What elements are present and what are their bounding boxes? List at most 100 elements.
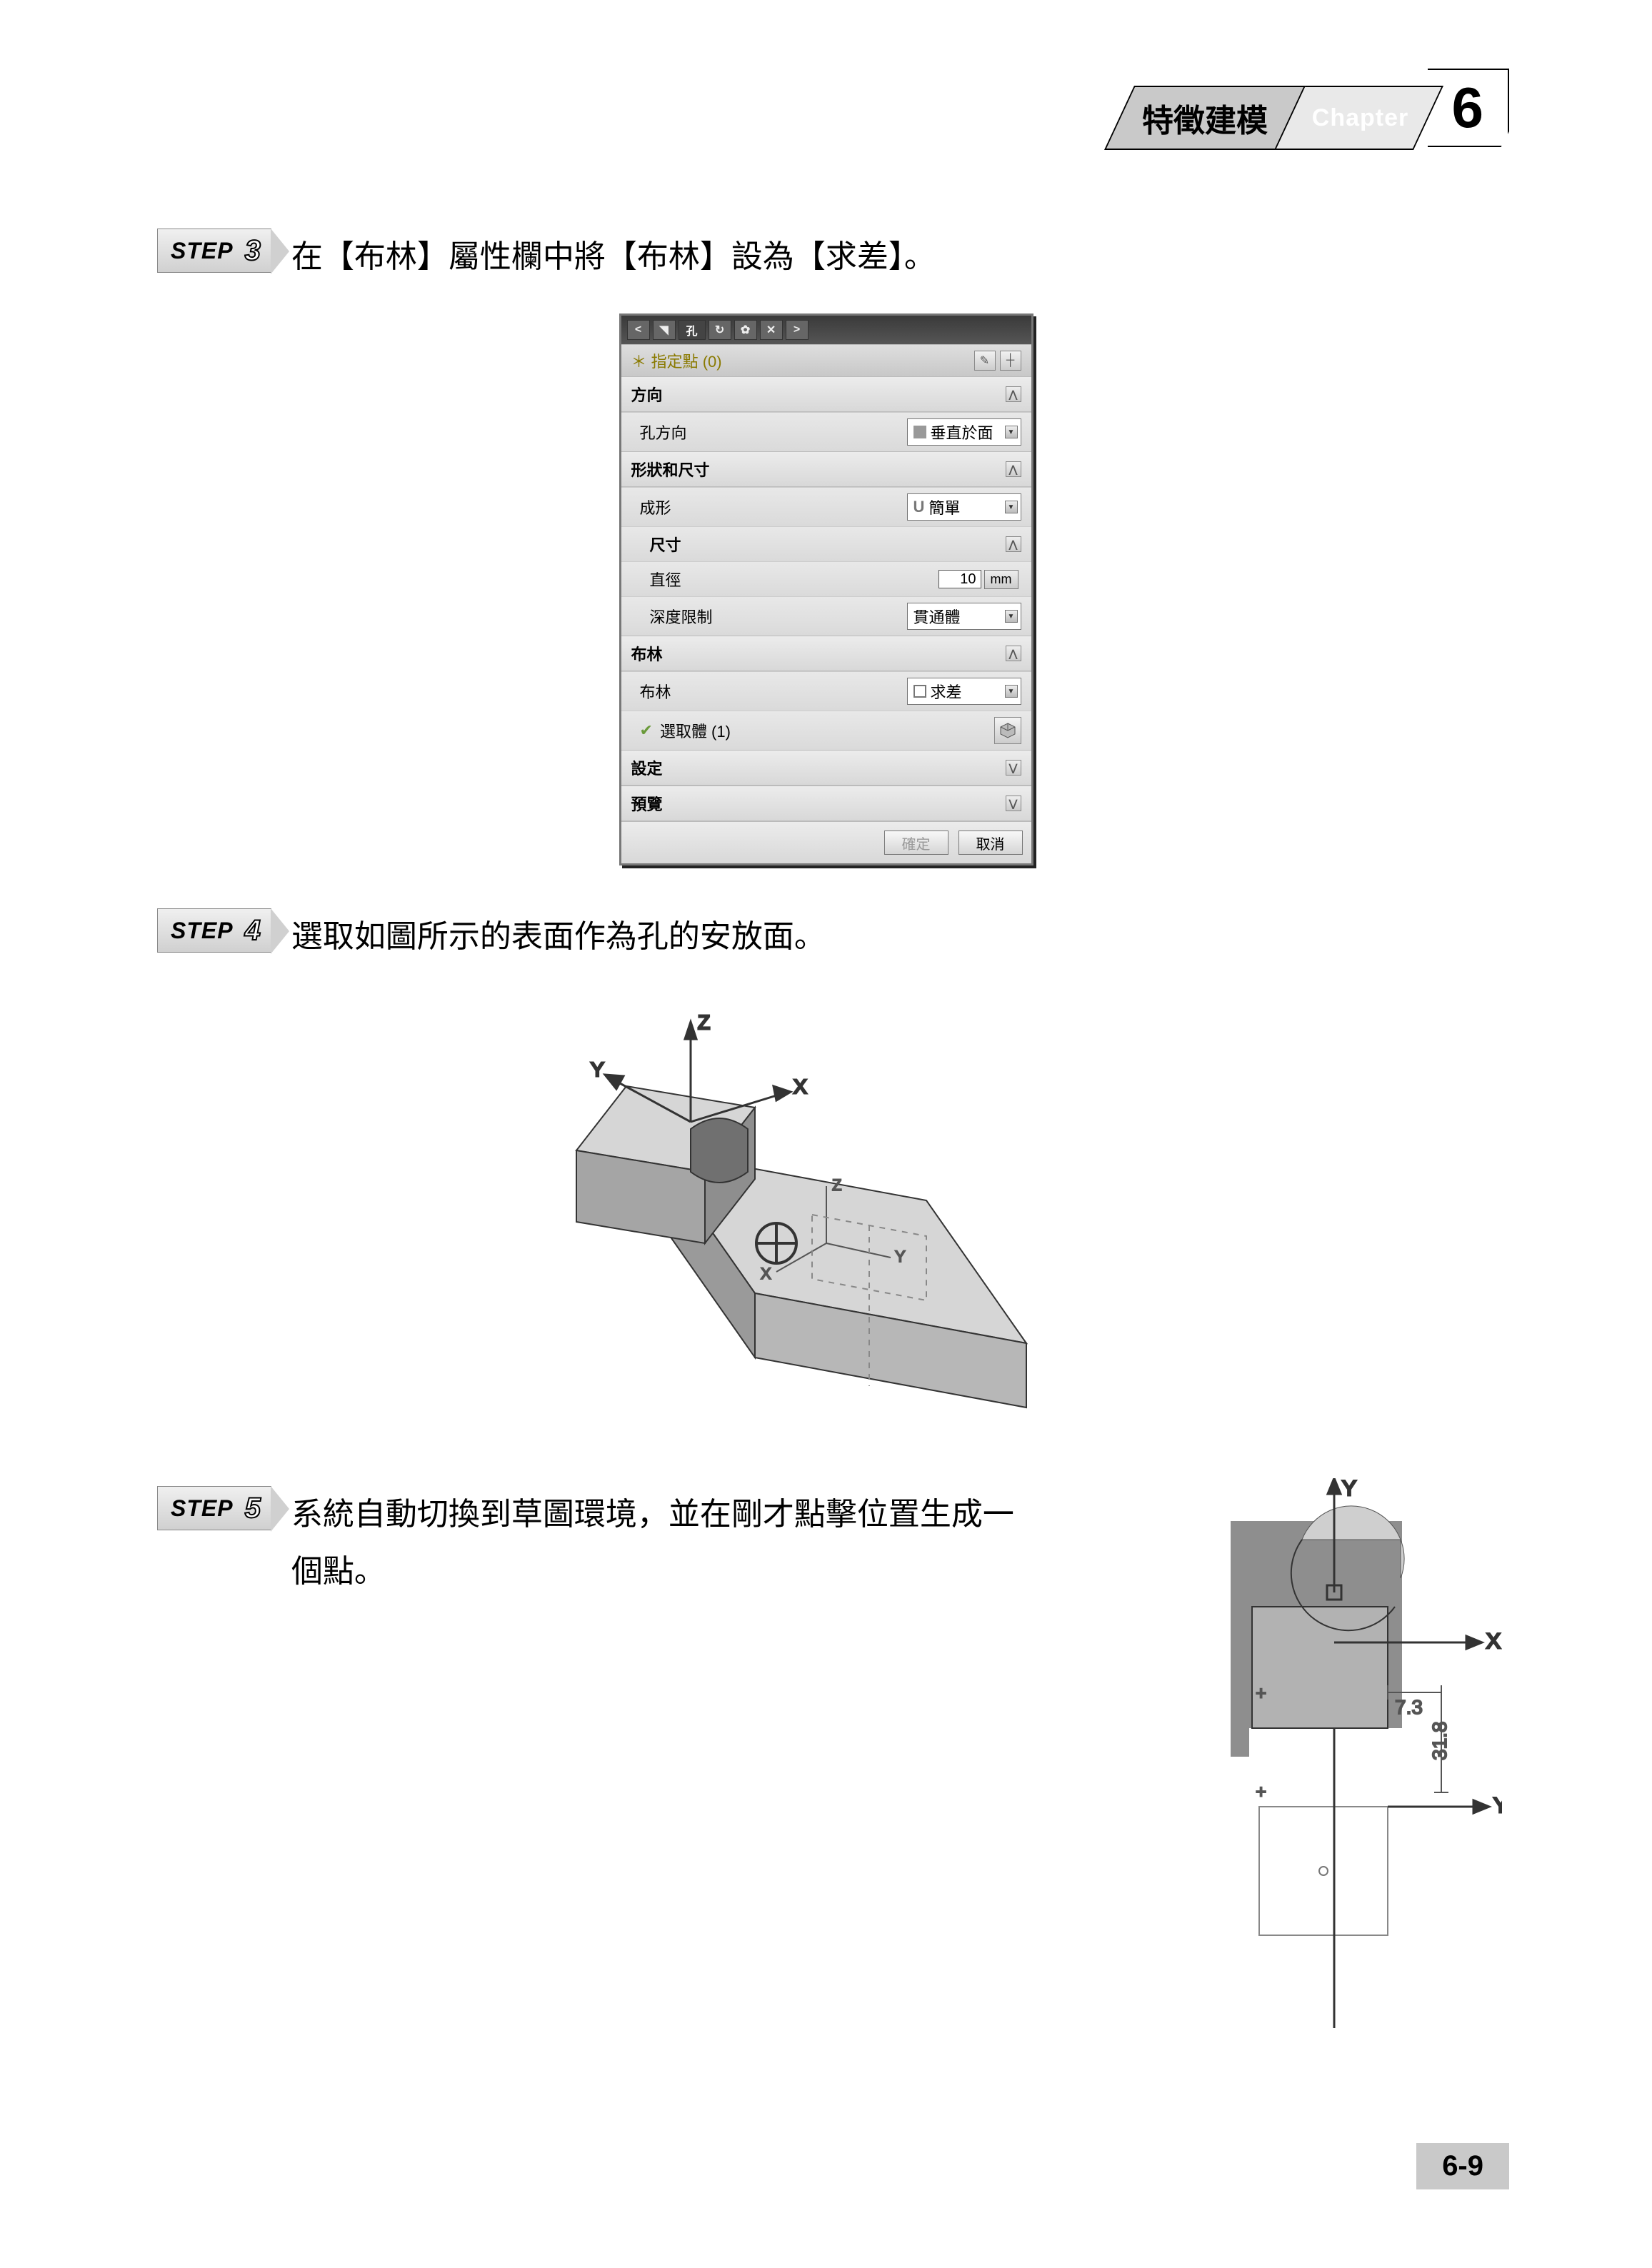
svg-text:X: X <box>761 1265 771 1283</box>
specify-point-label: ＊ 指定點 (0) <box>631 349 722 372</box>
step-4-text: 選取如圖所示的表面作為孔的安放面。 <box>291 908 826 965</box>
hole-direction-combo[interactable]: 垂直於面 <box>907 418 1021 446</box>
axis-y2-label: Y <box>1493 1794 1502 1817</box>
ok-button[interactable]: 確定 <box>884 831 948 855</box>
chevron-down-icon[interactable] <box>1005 685 1018 698</box>
cube-icon <box>999 722 1016 739</box>
subtract-icon <box>913 685 926 698</box>
axis-y-label: Y <box>591 1058 604 1080</box>
step-4-row: STEP 4 選取如圖所示的表面作為孔的安放面。 <box>157 908 1495 965</box>
chevron-down-icon[interactable] <box>1005 501 1018 513</box>
page-number: 6-9 <box>1416 2143 1509 2189</box>
simple-hole-icon: U <box>913 498 925 516</box>
size-label: 尺寸 <box>650 533 681 556</box>
chevron-down-icon[interactable] <box>1005 610 1018 623</box>
chapter-number: 6 <box>1428 69 1510 147</box>
step-badge: STEP 5 <box>157 1486 271 1530</box>
hole-direction-value: 垂直於面 <box>931 421 993 443</box>
expand-icon[interactable]: ⋁ <box>1006 760 1021 776</box>
diameter-row: 直徑 mm <box>621 561 1031 596</box>
titlebar-tool-icon[interactable]: ◥ <box>653 320 676 340</box>
expand-icon[interactable]: ⋁ <box>1006 796 1021 811</box>
axis-z-label: Z <box>698 1011 710 1033</box>
size-subsection[interactable]: 尺寸 ⋀ <box>621 526 1031 561</box>
sketch-figure: Y X Y 7.3 31.8 + + <box>1216 1478 1502 2035</box>
chapter-title-tab: 特徵建模 <box>1104 86 1306 150</box>
check-icon: ✔ <box>640 721 653 740</box>
diameter-input[interactable] <box>938 570 981 588</box>
axis-x-label: X <box>794 1075 807 1098</box>
boolean-label: 布林 <box>640 680 671 703</box>
direction-section-header[interactable]: 方向 ⋀ <box>621 376 1031 412</box>
depth-limit-row: 深度限制 貫通體 <box>621 596 1031 636</box>
chapter-label: Chapter <box>1312 104 1408 132</box>
isometric-model-figure: Z X Y Z Y X <box>555 986 1098 1443</box>
depth-limit-label: 深度限制 <box>650 605 713 628</box>
step-label: STEP <box>171 1495 234 1522</box>
boolean-value: 求差 <box>931 680 962 703</box>
direction-section-label: 方向 <box>631 383 663 406</box>
collapse-icon[interactable]: ⋀ <box>1006 461 1021 477</box>
step-number: 3 <box>245 235 261 267</box>
dim-7-3: 7.3 <box>1395 1696 1423 1718</box>
dialog-titlebar: < ◥ 孔 ↻ ✿ ✕ > <box>621 316 1031 344</box>
svg-text:+: + <box>1256 1682 1266 1704</box>
select-body-row: ✔ 選取體 (1) <box>621 711 1031 750</box>
collapse-icon[interactable]: ⋀ <box>1006 536 1021 552</box>
boolean-section-label: 布林 <box>631 642 663 665</box>
sketch-point-icon[interactable]: ✎ <box>974 351 996 371</box>
add-point-icon[interactable]: ┼ <box>1000 351 1021 371</box>
form-combo[interactable]: U 簡單 <box>907 493 1021 521</box>
settings-icon[interactable]: ✿ <box>734 320 757 340</box>
diameter-unit: mm <box>984 570 1018 589</box>
hole-dialog: < ◥ 孔 ↻ ✿ ✕ > ＊ 指定點 (0) ✎ ┼ 方向 ⋀ 孔方向 垂直於… <box>619 313 1033 865</box>
depth-limit-combo[interactable]: 貫通體 <box>907 603 1021 630</box>
svg-text:Y: Y <box>895 1248 906 1265</box>
step-label: STEP <box>171 238 234 264</box>
nav-next-button[interactable]: > <box>786 320 809 340</box>
form-value: 簡單 <box>928 496 960 518</box>
preview-section-label: 預覽 <box>631 792 663 815</box>
cancel-button[interactable]: 取消 <box>958 831 1023 855</box>
hole-direction-label: 孔方向 <box>640 421 687 443</box>
svg-text:Z: Z <box>832 1176 841 1194</box>
select-body-label: 選取體 (1) <box>660 719 731 742</box>
select-body-button[interactable] <box>994 717 1021 744</box>
chevron-down-icon[interactable] <box>1005 426 1018 438</box>
step-badge: STEP 3 <box>157 229 271 273</box>
specify-point-row: ＊ 指定點 (0) ✎ ┼ <box>621 344 1031 376</box>
close-button[interactable]: ✕ <box>760 320 783 340</box>
axis-y-label: Y <box>1342 1478 1356 1500</box>
shape-section-label: 形狀和尺寸 <box>631 458 710 481</box>
collapse-icon[interactable]: ⋀ <box>1006 646 1021 661</box>
form-label: 成形 <box>640 496 671 518</box>
boolean-row: 布林 求差 <box>621 671 1031 711</box>
chapter-header: 特徵建模 Chapter 6 <box>1119 71 1509 150</box>
step-number: 4 <box>245 915 261 947</box>
step-3-text: 在【布林】屬性欄中將【布林】設為【求差】。 <box>291 229 936 285</box>
axis-x-label: X <box>1486 1630 1501 1653</box>
form-row: 成形 U 簡單 <box>621 487 1031 526</box>
collapse-icon[interactable]: ⋀ <box>1006 386 1021 402</box>
settings-section-header[interactable]: 設定 ⋁ <box>621 750 1031 786</box>
hole-direction-row: 孔方向 垂直於面 <box>621 412 1031 451</box>
settings-section-label: 設定 <box>631 756 663 779</box>
chapter-title: 特徵建模 <box>1142 95 1268 141</box>
step-number: 5 <box>245 1492 261 1525</box>
diameter-label: 直徑 <box>650 568 681 591</box>
svg-text:+: + <box>1256 1781 1266 1802</box>
step-3-row: STEP 3 在【布林】屬性欄中將【布林】設為【求差】。 <box>157 229 1495 285</box>
boolean-section-header[interactable]: 布林 ⋀ <box>621 636 1031 671</box>
perpendicular-icon <box>913 426 926 438</box>
preview-section-header[interactable]: 預覽 ⋁ <box>621 786 1031 821</box>
dialog-footer: 確定 取消 <box>621 821 1031 863</box>
step-label: STEP <box>171 918 234 944</box>
boolean-combo[interactable]: 求差 <box>907 678 1021 705</box>
dialog-title: 孔 <box>679 320 706 340</box>
refresh-button[interactable]: ↻ <box>709 320 731 340</box>
shape-section-header[interactable]: 形狀和尺寸 ⋀ <box>621 451 1031 487</box>
step-badge: STEP 4 <box>157 908 271 953</box>
step-5-text: 系統自動切換到草圖環境，並在剛才點擊位置生成一個點。 <box>291 1486 1014 1599</box>
nav-prev-button[interactable]: < <box>627 320 650 340</box>
dim-31-8: 31.8 <box>1428 1722 1451 1761</box>
